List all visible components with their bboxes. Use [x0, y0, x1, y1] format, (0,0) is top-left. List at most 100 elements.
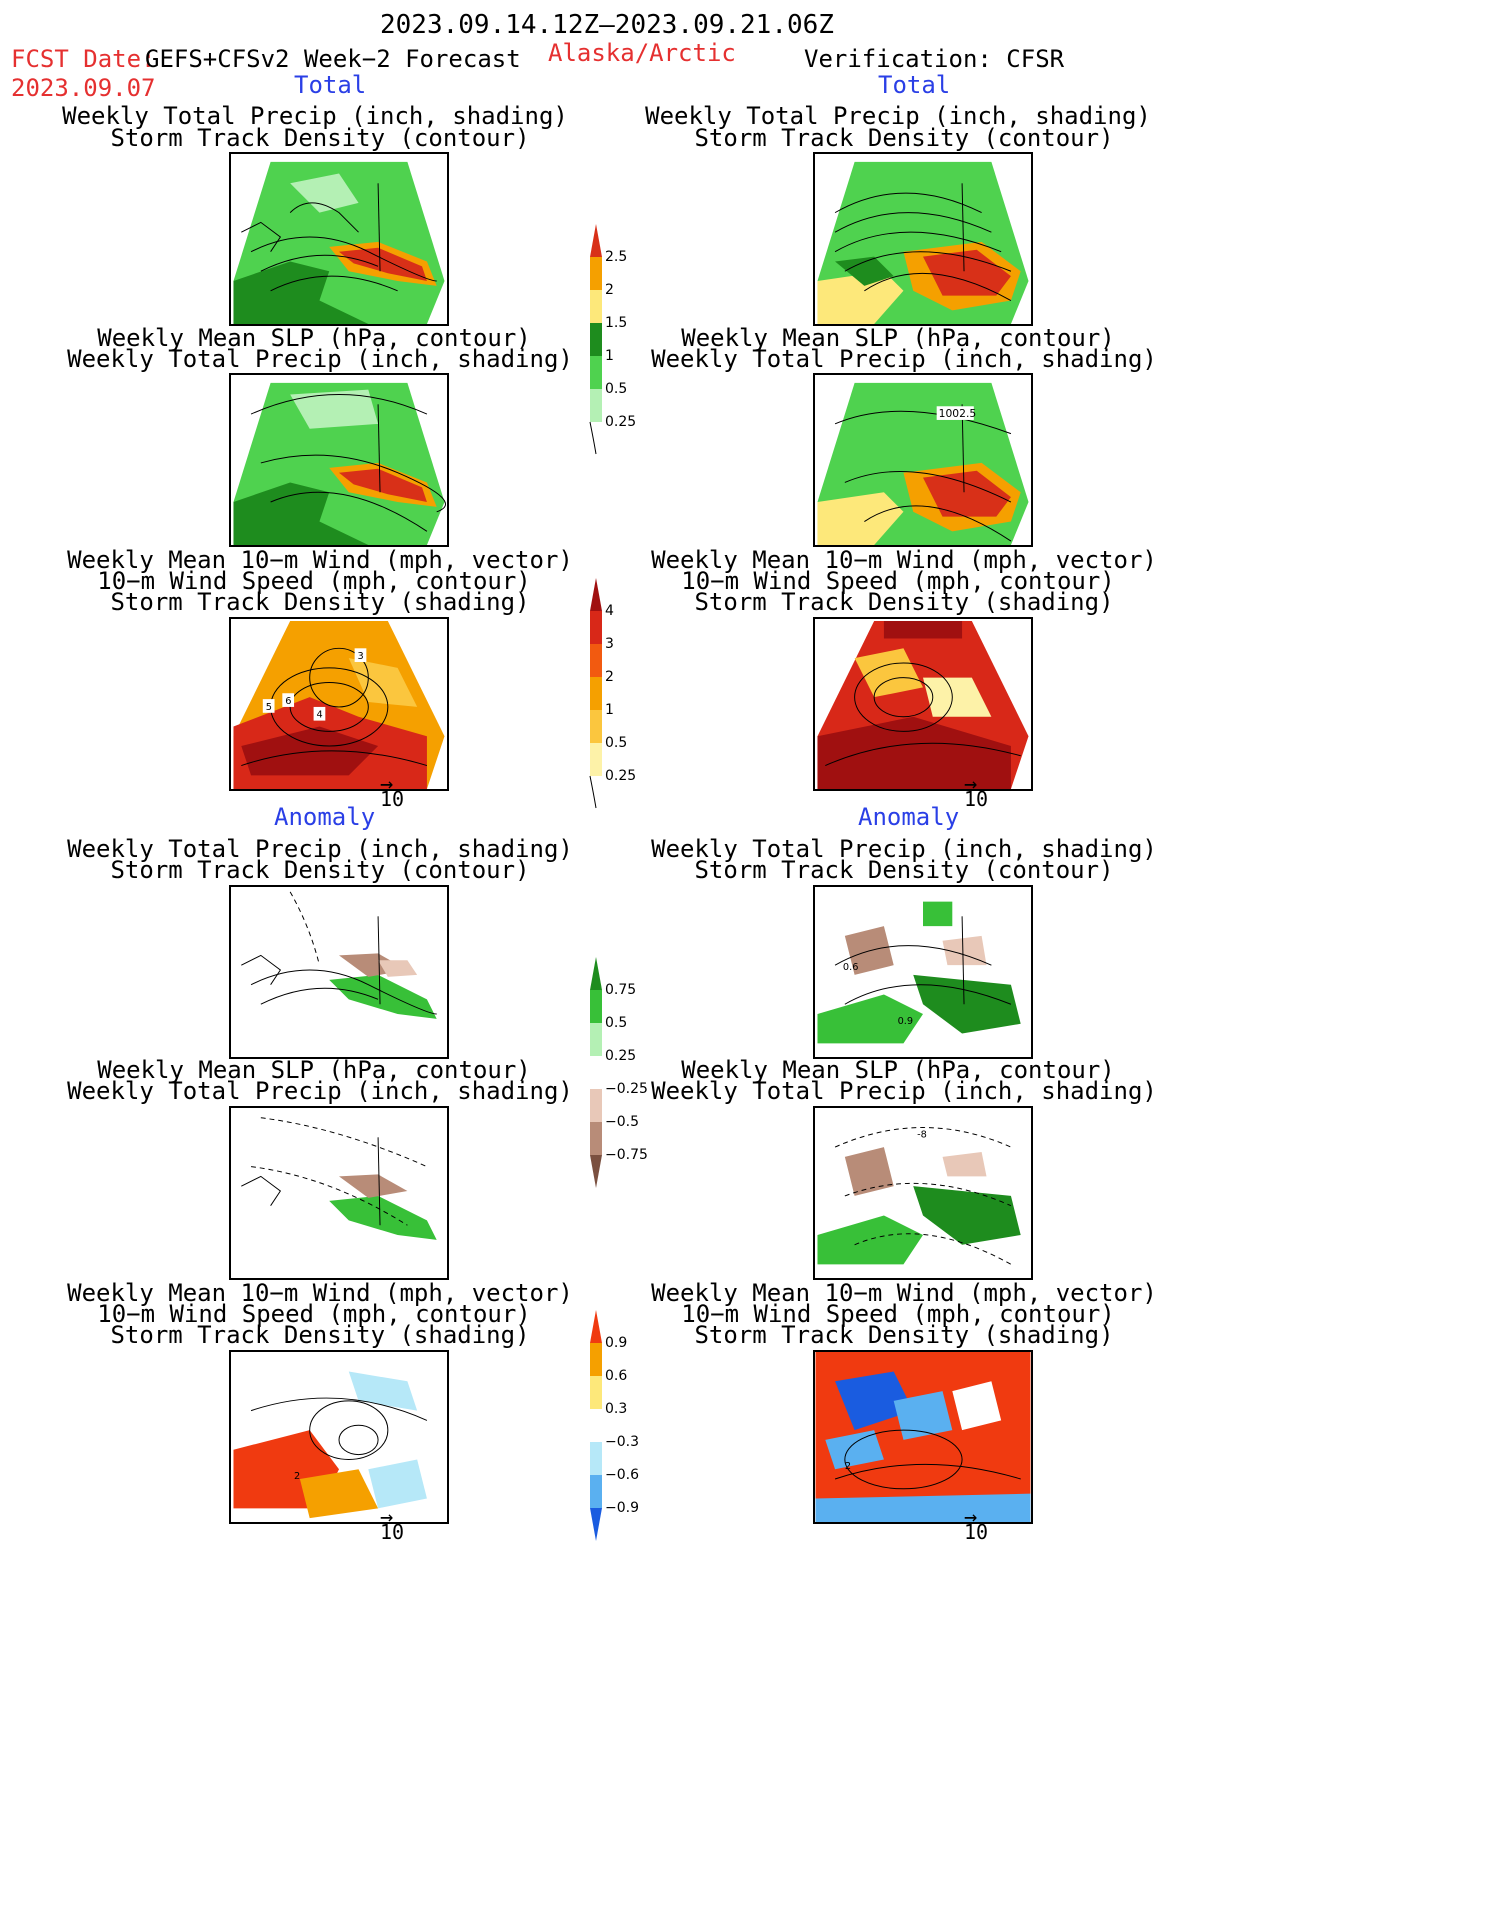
- colorbar-cell: [590, 389, 602, 422]
- contour-label: 2: [845, 1461, 851, 1472]
- section-anomaly-right: Anomaly: [858, 803, 960, 831]
- panel-title-line: Weekly Total Precip (inch, shading): [67, 1077, 573, 1105]
- contour-label: 0.6: [843, 962, 859, 973]
- colorbar-cell: [590, 957, 602, 990]
- map-gefs-anom-slp: [229, 1106, 449, 1280]
- colorbar-cell: [590, 611, 602, 644]
- colorbar-cell: [590, 1089, 602, 1122]
- colorbar-tick-label: −0.6: [605, 1467, 639, 1483]
- panel-title-line: Weekly Total Precip (inch, shading): [62, 102, 568, 130]
- panel-title-line: Weekly Total Precip (inch, shading): [651, 1077, 1157, 1105]
- panel-title-line: Storm Track Density (shading): [694, 588, 1114, 616]
- map-gefs-total-precip: [229, 152, 449, 326]
- colorbar-cell: [590, 710, 602, 743]
- panel-title-line: Storm Track Density (contour): [110, 124, 530, 152]
- panel-title-line: Weekly Mean SLP (hPa, contour): [681, 324, 1115, 352]
- vector-ref-label: 10: [964, 1520, 989, 1544]
- colorbar-cell: [590, 644, 602, 677]
- colorbar-cell: [590, 1056, 602, 1089]
- colorbar-tick-label: 2.5: [605, 249, 628, 265]
- colorbar-tick-label: 0.5: [605, 381, 628, 397]
- colorbar-tick-label: 4: [605, 603, 614, 619]
- map-cfsr-anom-wind: 2: [813, 1350, 1033, 1524]
- vector-ref-label: 10: [964, 787, 989, 811]
- colorbar-cell: [590, 257, 602, 290]
- colorbar-tick-label: 1: [605, 702, 614, 718]
- colorbar-cell: [590, 1376, 602, 1409]
- panel-title-line: Weekly Mean 10−m Wind (mph, vector): [651, 546, 1157, 574]
- colorbar-cell: [590, 1122, 602, 1155]
- colorbar-cell: [590, 990, 602, 1023]
- panel-title-line: 10−m Wind Speed (mph, contour): [681, 567, 1115, 595]
- colorbar-cell: [590, 1409, 602, 1442]
- date-range-title: 2023.09.14.12Z–2023.09.21.06Z: [380, 10, 834, 40]
- vector-ref-arrow: →: [380, 772, 394, 797]
- colorbar-tick-label: −0.5: [605, 1114, 639, 1130]
- panel-title-line: 10−m Wind Speed (mph, contour): [97, 567, 531, 595]
- map-cfsr-total-precip: [813, 152, 1033, 326]
- map-cfsr-anom-slp: -8: [813, 1106, 1033, 1280]
- vector-ref-arrow: →: [964, 1505, 978, 1530]
- colorbar-tick-label: 0.9: [605, 1335, 628, 1351]
- panel-title-line: Storm Track Density (shading): [110, 588, 530, 616]
- contour-label: 1002.5: [939, 407, 977, 420]
- colorbar-cell: [590, 1310, 602, 1343]
- panel-title-line: Weekly Mean 10−m Wind (mph, vector): [651, 1279, 1157, 1307]
- panel-title-line: Storm Track Density (contour): [694, 856, 1114, 884]
- panel-title-line: Storm Track Density (shading): [694, 1321, 1114, 1349]
- colorbar-tick-label: 0.6: [605, 1368, 628, 1384]
- contour-label: 5: [266, 702, 272, 713]
- colorbar-tick-label: 0.25: [605, 768, 637, 784]
- colorbar-cell: [590, 224, 602, 257]
- panel-title-line: Weekly Total Precip (inch, shading): [651, 835, 1157, 863]
- colorbar-tick-label: 0.25: [605, 1048, 637, 1064]
- verification-label: Verification: CFSR: [804, 45, 1065, 73]
- panel-title-line: Storm Track Density (contour): [694, 124, 1114, 152]
- colorbar-tail: [589, 421, 597, 455]
- panel-title-line: Weekly Mean SLP (hPa, contour): [681, 1056, 1115, 1084]
- colorbar-cell: [590, 1155, 602, 1188]
- colorbar-tick-label: 0.5: [605, 735, 628, 751]
- section-total-right: Total: [878, 71, 951, 99]
- colorbar-tick-label: 1.5: [605, 315, 628, 331]
- panel-title-line: 10−m Wind Speed (mph, contour): [681, 1300, 1115, 1328]
- map-gefs-total-slp: [229, 373, 449, 547]
- section-total-left: Total: [294, 71, 367, 99]
- colorbar-cell: [590, 1508, 602, 1541]
- colorbar-cell: [590, 1023, 602, 1056]
- panel-title-line: Weekly Mean SLP (hPa, contour): [97, 324, 531, 352]
- fcst-model: GEFS+CFSv2 Week−2 Forecast: [145, 45, 521, 73]
- colorbar-tick-label: −0.25: [605, 1081, 648, 1097]
- map-gefs-total-wind: 5 6 4 3: [229, 617, 449, 791]
- map-gefs-anom-precip: [229, 885, 449, 1059]
- vector-ref-arrow: →: [964, 772, 978, 797]
- colorbar-tick-label: 3: [605, 636, 614, 652]
- colorbar-tick-label: 2: [605, 282, 614, 298]
- colorbar-tail: [589, 775, 597, 809]
- colorbar-tick-label: −0.75: [605, 1147, 648, 1163]
- colorbar-cell: [590, 1343, 602, 1376]
- colorbar-cell: [590, 356, 602, 389]
- colorbar-cell: [590, 323, 602, 356]
- colorbar-tick-label: 0.75: [605, 982, 637, 998]
- map-cfsr-anom-precip: 0.6 0.9: [813, 885, 1033, 1059]
- contour-label: 4: [317, 710, 323, 721]
- colorbar-tick-label: 1: [605, 348, 614, 364]
- colorbar-cell: [590, 1475, 602, 1508]
- fcst-date: 2023.09.07: [11, 74, 156, 102]
- colorbar-tick-label: 2: [605, 669, 614, 685]
- vector-ref-arrow: →: [380, 1505, 394, 1530]
- panel-title-line: Weekly Mean SLP (hPa, contour): [97, 1056, 531, 1084]
- colorbar-tick-label: 0.3: [605, 1401, 628, 1417]
- colorbar-cell: [590, 677, 602, 710]
- map-cfsr-total-wind: [813, 617, 1033, 791]
- colorbar-tick-label: −0.3: [605, 1434, 639, 1450]
- panel-title-line: Storm Track Density (shading): [110, 1321, 530, 1349]
- panel-title-line: Storm Track Density (contour): [110, 856, 530, 884]
- panel-title-line: Weekly Mean 10−m Wind (mph, vector): [67, 546, 573, 574]
- panel-title-line: Weekly Mean 10−m Wind (mph, vector): [67, 1279, 573, 1307]
- contour-label: 3: [358, 651, 364, 662]
- colorbar-tick-label: 0.5: [605, 1015, 628, 1031]
- panel-title-line: 10−m Wind Speed (mph, contour): [97, 1300, 531, 1328]
